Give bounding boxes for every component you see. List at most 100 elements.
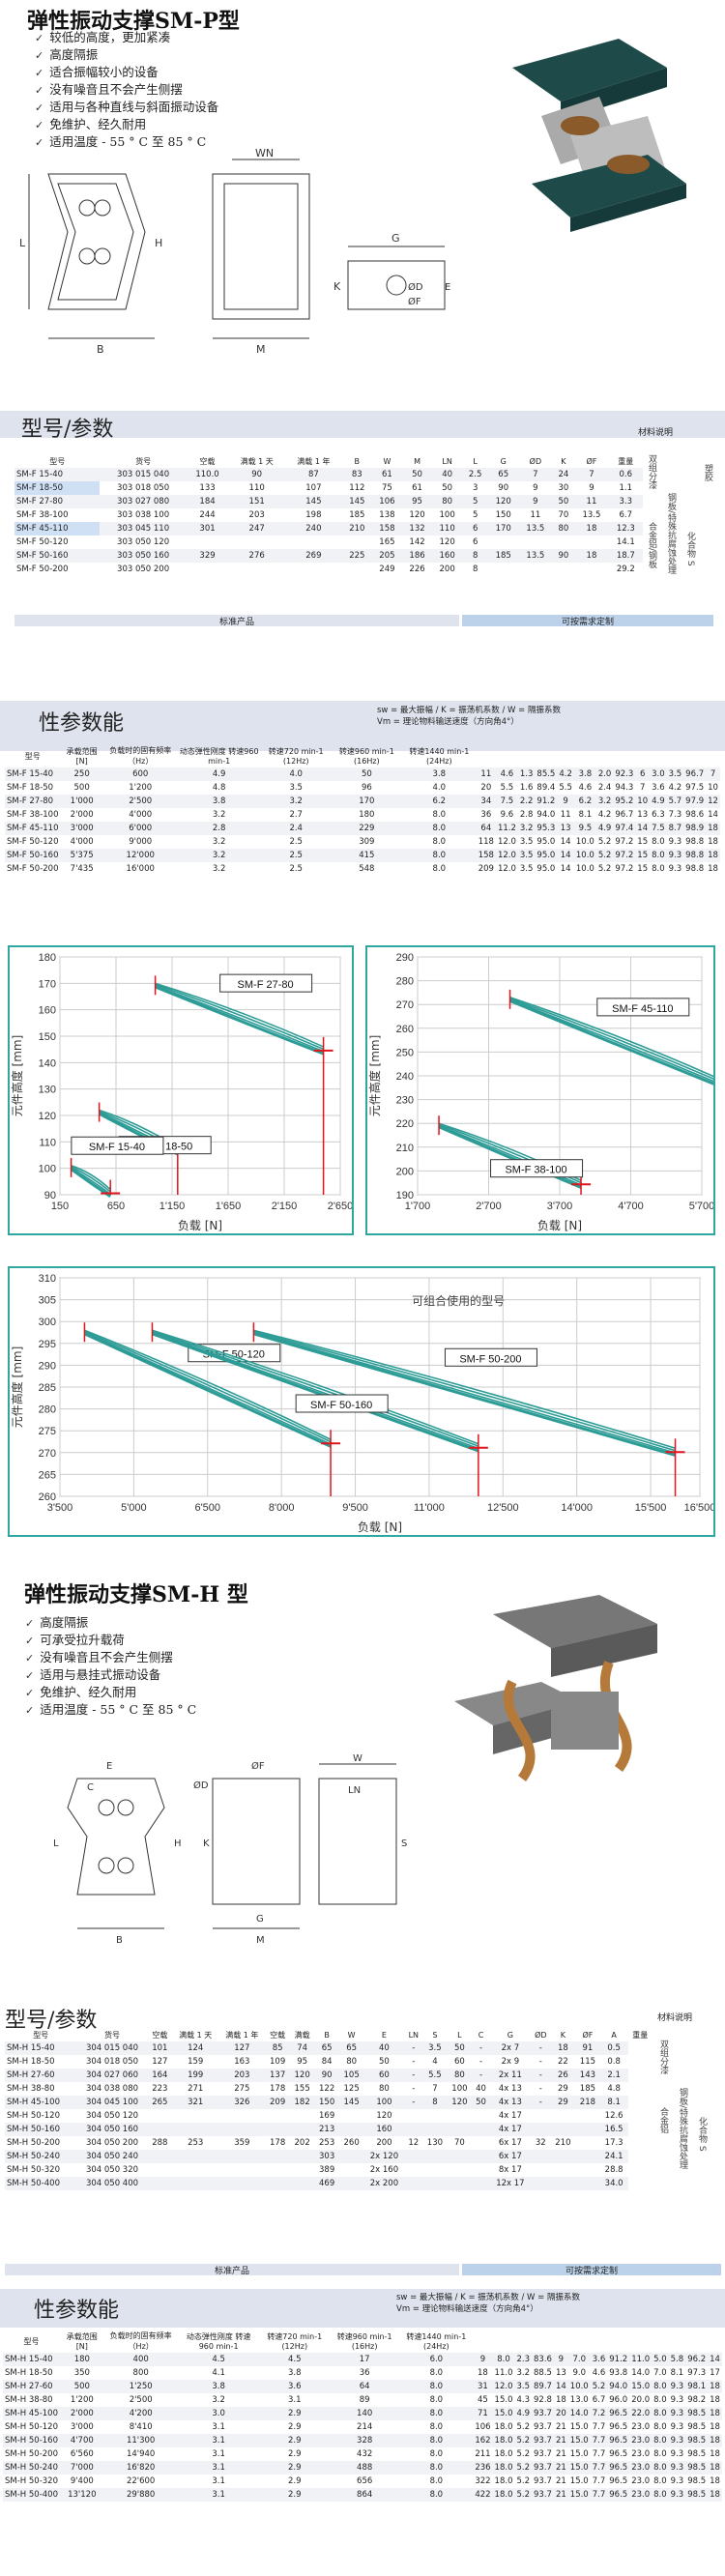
table-cell — [550, 2177, 576, 2190]
x-tick-label: 6'500 — [194, 1502, 220, 1514]
table-header-cell: 空载 — [152, 2030, 168, 2040]
table-cell: 5.5 — [500, 783, 514, 793]
smh-side-note: 钢板/特殊抗腐蚀处理 — [678, 2088, 687, 2170]
table-cell: 23.0 — [629, 2461, 652, 2475]
y-tick-label: 240 — [396, 1071, 414, 1083]
table-cell: 2.7 — [289, 810, 303, 820]
series-line — [253, 1331, 676, 1454]
table-header-cell: L — [473, 456, 478, 466]
table-cell — [148, 2163, 173, 2177]
dim-label: M — [256, 343, 266, 356]
table-cell: 90 — [228, 468, 286, 481]
feature-item: 没有噪音且不会产生侧摆 — [35, 81, 218, 99]
table-cell: 100 — [363, 2096, 405, 2109]
table-header-cell: ØF — [586, 456, 597, 466]
table-cell — [422, 2163, 448, 2177]
table-cell: 98.1 — [685, 2380, 709, 2393]
table-cell: 12.0 — [492, 2380, 515, 2393]
table-cell: 29 — [550, 2096, 576, 2109]
table-cell: 93.7 — [534, 2476, 552, 2486]
table-cell: 98.5 — [685, 2488, 709, 2502]
table-cell: SM-F 15-40 — [14, 468, 101, 481]
table-cell — [265, 2123, 290, 2136]
table-cell: 85.5 — [535, 767, 558, 781]
table-header-cell: 型号 — [33, 2030, 49, 2040]
table-cell: 14.1 — [616, 537, 635, 547]
table-cell: SM-H 50-320 — [7, 2165, 60, 2175]
table-cell: 2x 11 — [489, 2069, 531, 2082]
table-cell — [338, 2177, 364, 2190]
table-cell: 8.0 — [652, 864, 665, 874]
y-tick-label: 310 — [39, 1273, 56, 1285]
series-line — [152, 1331, 479, 1450]
table-header-row: 型号 货号 空载 满载 1 天 满载 1 年 B W M LN L G ØD K ØF 重量 — [14, 454, 643, 468]
table-cell: 36 — [359, 2368, 370, 2378]
table-cell — [404, 2150, 423, 2163]
table-cell: 4.5 — [177, 2353, 260, 2366]
table-cell: 106 — [371, 495, 402, 508]
table-cell — [172, 2163, 218, 2177]
table-row: SM-F 50-120 4'000 9'000 3.2 2.5 309 8.0 118 12.0… — [5, 835, 720, 849]
table-cell: 18 — [550, 2041, 576, 2055]
table-cell: 23.0 — [631, 2449, 651, 2459]
table-cell: 89.7 — [532, 2380, 554, 2393]
table-cell: 21 — [555, 2476, 566, 2486]
table-cell: 5 — [462, 495, 489, 508]
table-cell: 203 — [248, 510, 265, 520]
table-cell — [228, 535, 285, 549]
table-cell: 205 — [371, 549, 402, 563]
x-tick-label: 3'500 — [47, 1502, 73, 1514]
table-cell: 98.5 — [687, 2449, 707, 2459]
table-cell: 80 — [432, 495, 463, 508]
table-cell: 45 — [478, 2395, 488, 2405]
table-cell: 93.7 — [534, 2449, 552, 2459]
table-header-cell: 转速1440 min-1 (24Hz) — [406, 2332, 467, 2351]
table-header-cell: 型号 — [23, 2336, 40, 2346]
table-cell: 87 — [285, 468, 342, 481]
table-cell: 4.5 — [259, 2353, 330, 2366]
table-cell: 4.6 — [495, 767, 518, 781]
table-cell: 6.3 — [652, 810, 665, 820]
table-cell: 120 — [289, 2069, 315, 2082]
table-cell: 15.0 — [492, 2407, 515, 2420]
table-cell: 4.9 — [650, 795, 667, 808]
table-cell: 97.5 — [685, 783, 705, 793]
table-row: SM-F 27-80 1'000 2'500 3.8 3.2 170 6.2 34 7.5 2.2… — [5, 795, 720, 808]
y-axis-label: 元件高度 [mm] — [10, 1346, 24, 1429]
dim-label: G — [392, 232, 400, 245]
table-cell: 21 — [553, 2488, 568, 2502]
table-cell: 4.0 — [260, 767, 332, 781]
table-cell: 120 — [439, 537, 455, 547]
table-cell: 17 — [329, 2353, 400, 2366]
table-cell — [448, 2109, 473, 2123]
table-cell: 1.3 — [517, 767, 536, 781]
table-cell: 5.5 — [422, 2069, 448, 2082]
table-cell: 98.8 — [685, 864, 705, 874]
table-cell: 29'880 — [103, 2488, 178, 2502]
y-tick-label: 170 — [39, 978, 56, 990]
table-row: SM-F 50-200 303 050 200 249 226 200 8 29.2 — [14, 563, 643, 576]
table-cell: 14 — [560, 864, 571, 874]
x-tick-label: 14'000 — [561, 1502, 593, 1514]
table-cell: 4'200 — [103, 2407, 178, 2420]
table-cell: 96.2 — [685, 2353, 709, 2366]
table-cell: 8.0 — [652, 837, 665, 847]
table-cell: 182 — [289, 2096, 315, 2109]
table-cell: 20.0 — [631, 2395, 651, 2405]
table-cell — [574, 535, 608, 549]
table-cell: 16'820 — [103, 2461, 178, 2475]
table-cell: 9.5 — [573, 822, 596, 835]
table-row: SM-H 27-60 304 027 060 164 199 203 137 120 90 10… — [5, 2069, 652, 2082]
table-cell: 2.9 — [259, 2461, 330, 2475]
table-cell — [404, 2109, 422, 2123]
table-cell — [575, 2150, 600, 2163]
table-cell: 3.1 — [287, 2395, 302, 2405]
chart-panel-medium: 190 200 210 220 230 240 250 260 270 280 290 1'700 2'… — [365, 945, 725, 1235]
table-header-cell: 满载 — [294, 2030, 310, 2040]
table-cell: 22.0 — [629, 2407, 652, 2420]
table-cell: 96.0 — [609, 2395, 628, 2405]
table-cell: 6'000 — [102, 822, 178, 835]
table-cell: 2.5 — [462, 468, 489, 481]
table-cell — [290, 2109, 315, 2123]
table-cell: 6 — [462, 522, 489, 535]
